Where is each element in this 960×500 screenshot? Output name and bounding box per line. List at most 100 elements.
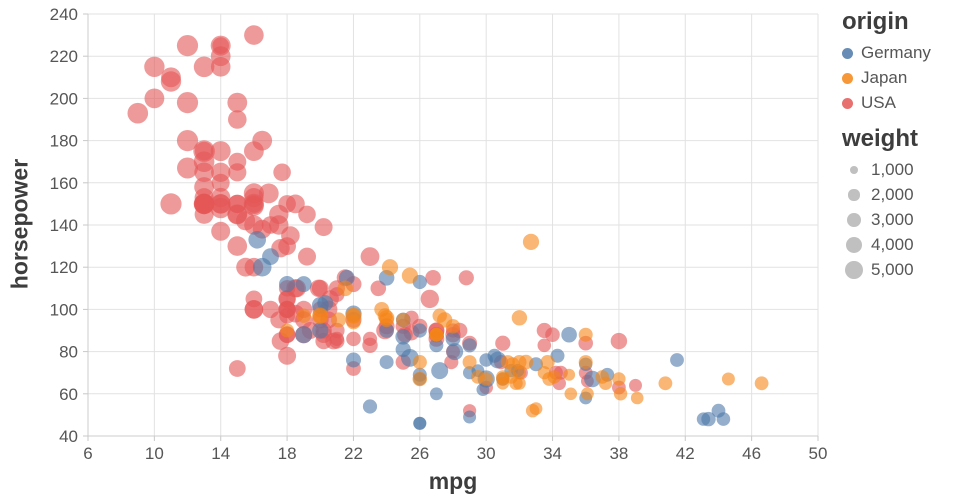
data-point (194, 141, 214, 161)
data-point (412, 323, 427, 338)
legend-item-usa: USA (842, 93, 960, 113)
data-point (295, 326, 313, 344)
data-point (542, 372, 557, 386)
x-tick-label: 26 (410, 444, 429, 463)
legend-label-size-2000: 2,000 (871, 185, 914, 204)
data-point (412, 355, 427, 370)
legend-item-size-2000: 2,000 (842, 185, 960, 205)
data-point (228, 360, 246, 377)
data-point (563, 368, 576, 381)
data-point (177, 157, 198, 179)
data-point (258, 183, 279, 204)
data-point (429, 327, 444, 342)
data-point (381, 259, 399, 276)
data-point (412, 371, 428, 387)
x-tick-label: 18 (278, 444, 297, 463)
data-point (420, 289, 439, 309)
data-point (212, 37, 229, 54)
data-point (496, 370, 510, 384)
data-point (286, 194, 305, 214)
y-axis-title: horsepower (6, 158, 33, 290)
data-point (471, 370, 485, 384)
data-point (540, 355, 555, 370)
data-point (522, 233, 540, 250)
y-tick-label: 200 (50, 89, 78, 108)
data-point (395, 329, 412, 345)
data-point (564, 387, 578, 401)
data-point (194, 162, 214, 183)
data-point (458, 270, 474, 286)
data-point (193, 56, 215, 78)
y-tick-label: 120 (50, 258, 78, 277)
legend-item-size-5000: 5,000 (842, 260, 960, 280)
data-point (243, 193, 264, 214)
legend-label-size-4000: 4,000 (871, 235, 914, 254)
legend-item-size-3000: 3,000 (842, 210, 960, 230)
data-point (296, 308, 311, 323)
data-point (379, 323, 394, 338)
data-point (270, 311, 288, 329)
data-point (346, 352, 361, 368)
data-point (413, 416, 427, 430)
legend-label-usa: USA (861, 93, 896, 112)
data-point (127, 102, 149, 124)
gridlines (87, 13, 819, 437)
data-point (525, 404, 540, 418)
data-point (360, 247, 380, 266)
y-tick-label: 80 (59, 343, 78, 362)
legend-item-germany: Germany (842, 43, 960, 63)
size-swatch-icon (845, 261, 863, 279)
legend-label-size-3000: 3,000 (871, 210, 914, 229)
data-point (670, 353, 684, 367)
data-point (273, 163, 291, 182)
data-point (370, 280, 387, 297)
x-tick-label: 10 (145, 444, 164, 463)
x-tick-label: 42 (676, 444, 695, 463)
data-point (309, 279, 328, 297)
data-point (211, 221, 231, 241)
data-point (425, 270, 441, 286)
x-tick-label: 30 (477, 444, 496, 463)
data-point (176, 35, 199, 57)
data-point (462, 355, 477, 370)
data-point (193, 193, 215, 215)
data-point (505, 357, 520, 372)
x-tick-label: 38 (609, 444, 628, 463)
data-point (312, 322, 329, 339)
y-tick-label: 100 (50, 300, 78, 319)
data-point (248, 231, 266, 249)
data-point (312, 307, 329, 324)
size-swatch-icon (850, 166, 858, 174)
x-axis-title: mpg (428, 468, 478, 494)
data-point (144, 88, 165, 109)
data-point (658, 376, 673, 391)
data-point (446, 343, 464, 361)
data-point (612, 372, 626, 386)
data-point (629, 378, 642, 392)
data-point (236, 211, 256, 231)
x-tick-label: 14 (211, 444, 230, 463)
legend-label-size-1000: 1,000 (871, 160, 914, 179)
data-point (210, 57, 231, 77)
size-swatch-icon (846, 237, 862, 253)
data-point (463, 410, 477, 424)
data-point (561, 326, 577, 343)
data-point (176, 130, 199, 152)
data-point (228, 110, 247, 129)
size-swatch-icon (847, 213, 861, 227)
y-tick-label: 180 (50, 132, 78, 151)
size-swatch-icon (848, 189, 860, 201)
legend-label-germany: Germany (861, 43, 931, 62)
legend-item-size-4000: 4,000 (842, 235, 960, 255)
data-points (127, 25, 769, 430)
data-point (581, 387, 594, 401)
data-point (160, 193, 182, 215)
y-tick-label: 160 (50, 174, 78, 193)
legend-item-size-1000: 1,000 (842, 160, 960, 180)
germany-color-swatch-icon (842, 47, 853, 59)
data-point (445, 331, 461, 347)
data-point (630, 391, 644, 405)
data-point (430, 387, 443, 401)
y-tick-label: 40 (59, 427, 78, 446)
legend-origin-title: origin (842, 8, 909, 35)
